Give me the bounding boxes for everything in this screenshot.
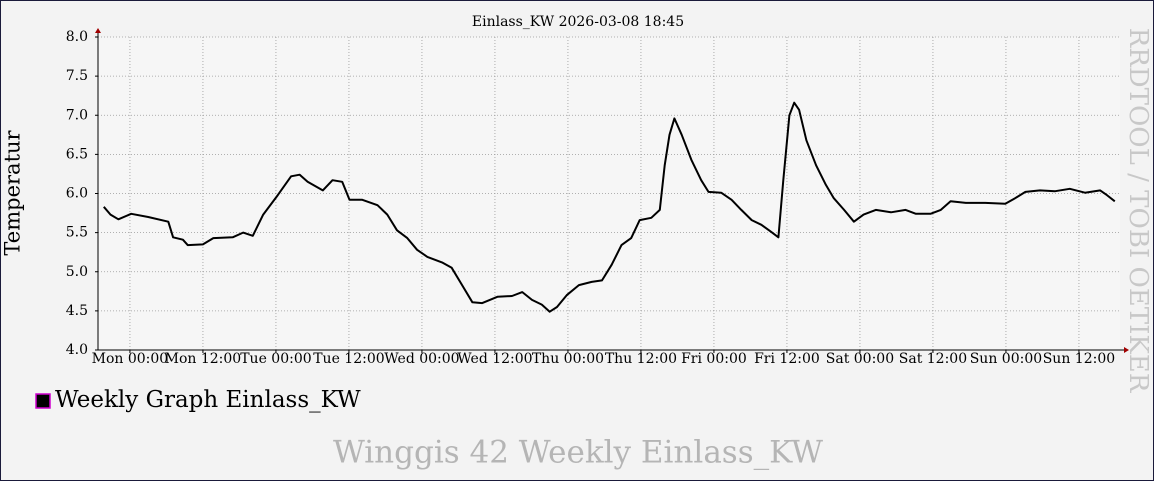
y-tick-label: 6.5 [66,146,88,162]
y-tick-label: 5.0 [66,264,88,280]
legend-label: Weekly Graph Einlass_KW [55,387,361,413]
x-tick-label: Sat 00:00 [826,351,894,367]
x-tick-label: Wed 00:00 [384,351,459,367]
x-tick-label: Thu 12:00 [605,351,677,367]
legend-swatch [35,393,51,409]
x-tick-label: Sun 12:00 [1043,351,1115,367]
y-tick-label: 4.0 [66,342,88,358]
watermark: RRDTOOL / TOBI OETIKER [1123,28,1153,394]
y-tick-label: 5.5 [66,225,88,241]
x-tick-label: Mon 12:00 [165,351,242,367]
y-tick-label: 7.0 [66,107,88,123]
axis-arrow [1124,347,1129,353]
series-line [103,101,1116,313]
x-tick-label: Mon 00:00 [92,351,169,367]
x-tick-label: Wed 12:00 [457,351,532,367]
y-tick-label: 7.5 [66,68,88,84]
y-tick-label: 6.0 [66,186,88,202]
x-tick-label: Tue 12:00 [313,351,384,367]
x-tick-label: Fri 00:00 [681,351,747,367]
x-tick-label: Sun 00:00 [970,351,1042,367]
y-axis-label: Temperatur [1,129,25,255]
axis-arrow [95,28,101,33]
x-tick-label: Sat 12:00 [899,351,967,367]
y-tick-label: 8.0 [66,29,88,45]
x-tick-label: Tue 00:00 [240,351,311,367]
chart-title: Einlass_KW 2026-03-08 18:45 [472,14,684,30]
x-tick-label: Fri 12:00 [754,351,820,367]
y-tick-label: 4.5 [66,303,88,319]
footer: Winggis 42 Weekly Einlass_KW [333,435,823,471]
x-tick-label: Thu 00:00 [532,351,604,367]
